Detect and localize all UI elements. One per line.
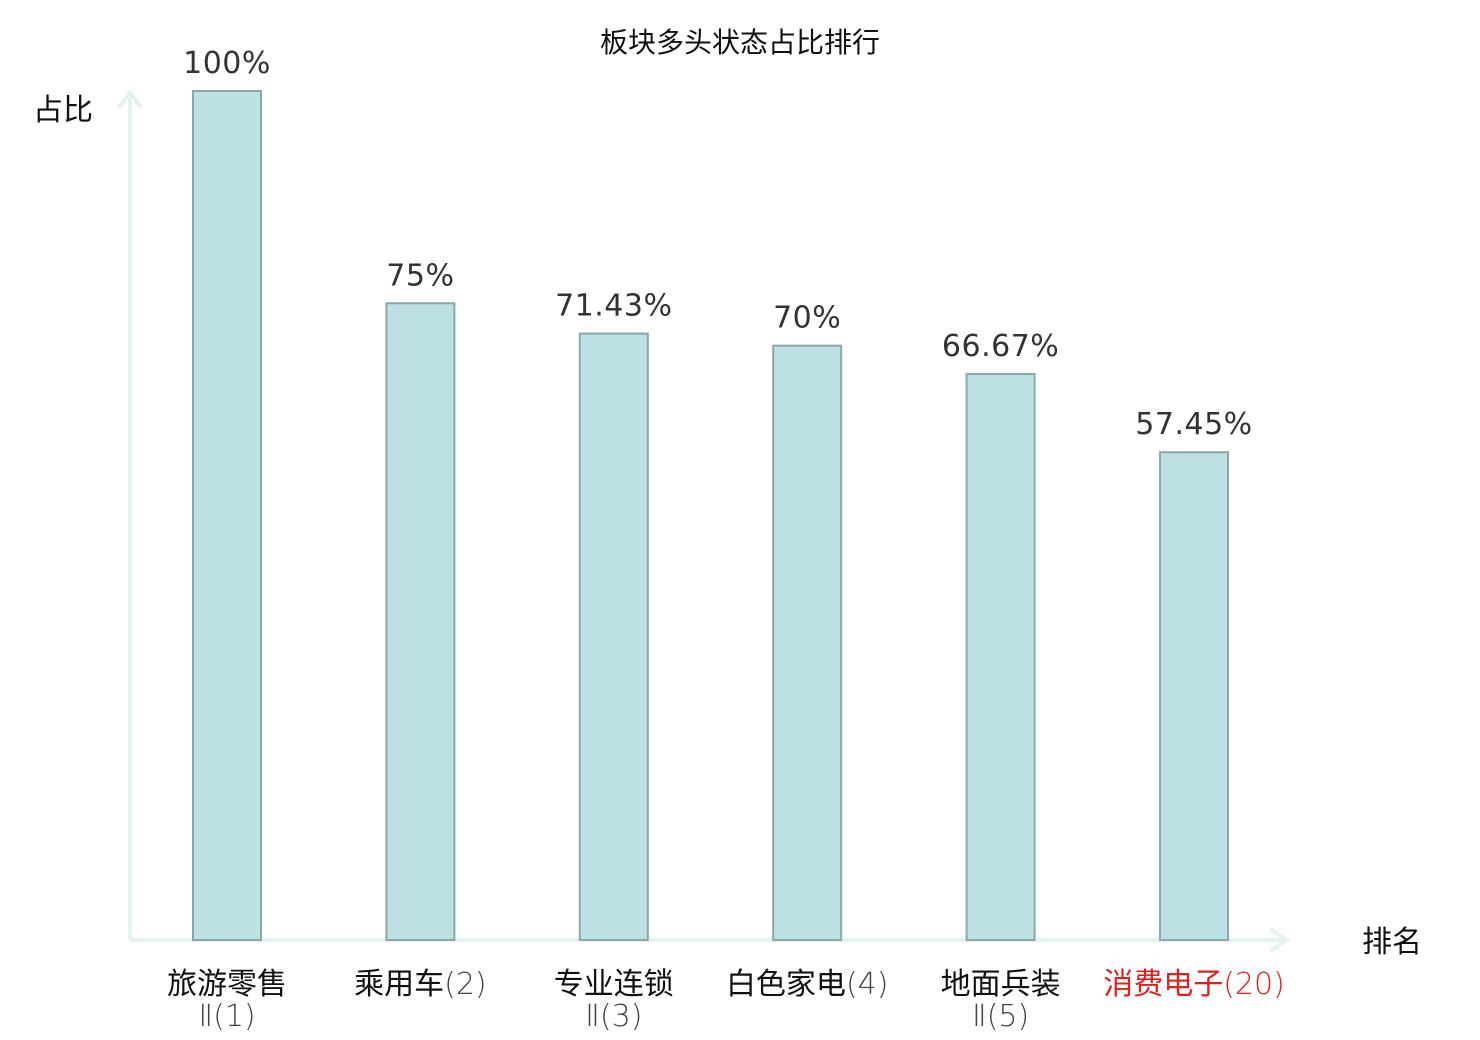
category-label: 旅游零售 <box>167 967 287 1002</box>
category-rank: Ⅱ(3) <box>585 999 642 1034</box>
bar-value-label: 71.43% <box>555 289 672 324</box>
bar-value-label: 75% <box>386 258 454 293</box>
category-label: 白色家电 <box>726 967 846 1002</box>
category-label: 专业连锁 <box>554 967 674 1002</box>
category-label: 消费电子 <box>1103 967 1223 1002</box>
category-rank: Ⅱ(5) <box>972 999 1029 1034</box>
bar-value-label: 100% <box>183 46 271 81</box>
x-axis-label: 排名 <box>1362 925 1422 960</box>
y-axis <box>117 88 143 940</box>
category-rank: (20) <box>1223 967 1285 1002</box>
value-labels: 100% 75% 71.43% 70% 66.67% 57.45% <box>183 46 1252 442</box>
category-label: 乘用车 <box>354 967 444 1002</box>
category-rank: Ⅱ(1) <box>198 999 255 1034</box>
bars <box>192 90 1229 942</box>
bar <box>772 344 843 941</box>
category-label-group: 消费电子(20) <box>1103 967 1285 1002</box>
y-axis-label: 占比 <box>33 93 93 128</box>
bar-value-label: 57.45% <box>1135 407 1252 442</box>
bar <box>1159 451 1229 941</box>
bar-value-label: 66.67% <box>942 329 1059 364</box>
bar-value-label: 70% <box>773 301 841 336</box>
category-label-group: 乘用车(2) <box>354 967 487 1002</box>
bar <box>385 302 456 941</box>
bar <box>578 332 649 941</box>
bar <box>965 372 1036 942</box>
category-label-group: 白色家电(4) <box>726 967 889 1002</box>
category-rank: (2) <box>444 967 487 1002</box>
x-axis <box>130 927 1291 953</box>
category-rank: (4) <box>846 967 889 1002</box>
chart-title: 板块多头状态占比排行 <box>600 26 880 59</box>
category-label: 地面兵装 <box>941 967 1061 1002</box>
bar <box>192 90 262 941</box>
